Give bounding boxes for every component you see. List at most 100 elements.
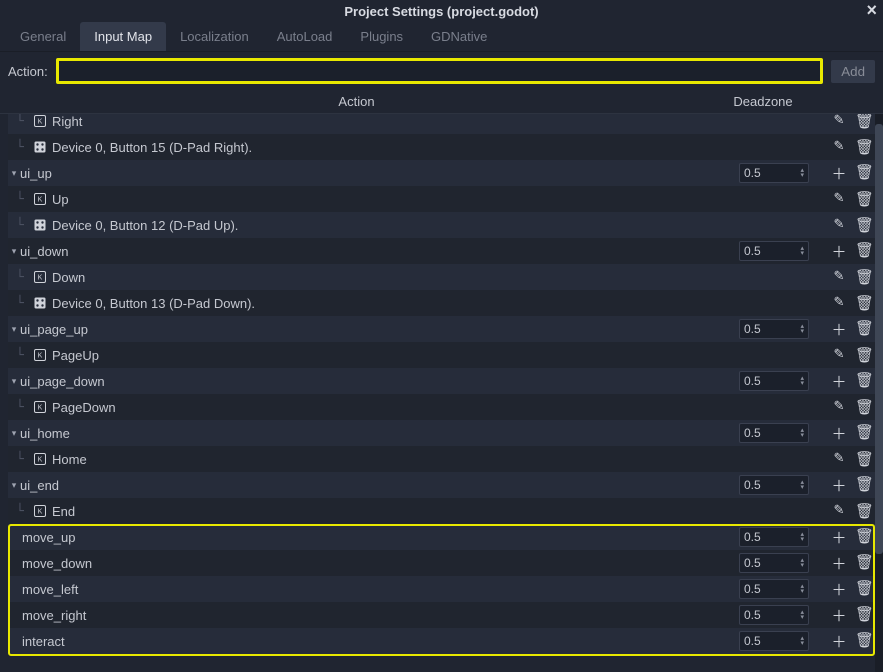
spinner-icon[interactable]: ▴▾ [800,636,804,646]
add-event-icon[interactable]: ＋ [831,371,847,392]
delete-icon[interactable]: 🗑 [855,527,871,548]
collapse-arrow-icon[interactable]: ▾ [8,246,20,257]
event-row-item[interactable]: └KEnd✎🗑 [8,498,875,524]
deadzone-spinbox[interactable]: 0.5▴▾ [739,319,809,339]
delete-icon[interactable]: 🗑 [855,346,871,364]
delete-icon[interactable]: 🗑 [855,579,871,600]
delete-icon[interactable]: 🗑 [855,423,871,444]
event-row-item[interactable]: └Device 0, Button 13 (D-Pad Down).✎🗑 [8,290,875,316]
spinner-icon[interactable]: ▴▾ [800,480,804,490]
tab-gdnative[interactable]: GDNative [417,22,501,51]
delete-icon[interactable]: 🗑 [855,605,871,626]
add-event-icon[interactable]: ＋ [831,605,847,626]
delete-icon[interactable]: 🗑 [855,216,871,234]
edit-icon[interactable]: ✎ [831,138,847,156]
add-event-icon[interactable]: ＋ [831,475,847,496]
action-row-item[interactable]: ▾ui_down0.5▴▾＋🗑 [8,238,875,264]
action-row-item[interactable]: move_left0.5▴▾＋🗑 [8,576,875,602]
spinner-icon[interactable]: ▴▾ [800,376,804,386]
tab-input-map[interactable]: Input Map [80,22,166,51]
delete-icon[interactable]: 🗑 [855,631,871,652]
add-event-icon[interactable]: ＋ [831,631,847,652]
delete-icon[interactable]: 🗑 [855,398,871,416]
spinner-icon[interactable]: ▴▾ [800,532,804,542]
spinner-icon[interactable]: ▴▾ [800,324,804,334]
delete-icon[interactable]: 🗑 [855,163,871,184]
action-row-item[interactable]: ▾ui_page_up0.5▴▾＋🗑 [8,316,875,342]
delete-icon[interactable]: 🗑 [855,138,871,156]
deadzone-spinbox[interactable]: 0.5▴▾ [739,553,809,573]
collapse-arrow-icon[interactable]: ▾ [8,480,20,491]
spinner-icon[interactable]: ▴▾ [800,246,804,256]
event-row-item[interactable]: └KUp✎🗑 [8,186,875,212]
add-button[interactable]: Add [831,60,875,83]
delete-icon[interactable]: 🗑 [855,190,871,208]
deadzone-spinbox[interactable]: 0.5▴▾ [739,527,809,547]
action-row-item[interactable]: ▾ui_end0.5▴▾＋🗑 [8,472,875,498]
event-row-item[interactable]: └Device 0, Button 12 (D-Pad Up).✎🗑 [8,212,875,238]
action-row-item[interactable]: move_up0.5▴▾＋🗑 [8,524,875,550]
deadzone-spinbox[interactable]: 0.5▴▾ [739,631,809,651]
deadzone-spinbox[interactable]: 0.5▴▾ [739,475,809,495]
collapse-arrow-icon[interactable]: ▾ [8,376,20,387]
event-row-item[interactable]: └KRight✎🗑 [8,114,875,134]
deadzone-spinbox[interactable]: 0.5▴▾ [739,423,809,443]
action-row-item[interactable]: interact0.5▴▾＋🗑 [8,628,875,654]
scrollbar-thumb[interactable] [875,124,883,554]
spinner-icon[interactable]: ▴▾ [800,168,804,178]
delete-icon[interactable]: 🗑 [855,294,871,312]
event-row-item[interactable]: └Device 0, Button 15 (D-Pad Right).✎🗑 [8,134,875,160]
edit-icon[interactable]: ✎ [831,216,847,234]
delete-icon[interactable]: 🗑 [855,450,871,468]
delete-icon[interactable]: 🗑 [855,268,871,286]
action-row-item[interactable]: ▾ui_page_down0.5▴▾＋🗑 [8,368,875,394]
action-input[interactable] [59,61,821,81]
event-row-item[interactable]: └KPageUp✎🗑 [8,342,875,368]
scrollbar-track[interactable] [875,114,883,672]
tab-localization[interactable]: Localization [166,22,263,51]
tab-general[interactable]: General [6,22,80,51]
deadzone-spinbox[interactable]: 0.5▴▾ [739,579,809,599]
action-row-item[interactable]: ▾ui_up0.5▴▾＋🗑 [8,160,875,186]
edit-icon[interactable]: ✎ [831,268,847,286]
edit-icon[interactable]: ✎ [831,114,847,130]
delete-icon[interactable]: 🗑 [855,502,871,520]
event-row-item[interactable]: └KHome✎🗑 [8,446,875,472]
event-row-item[interactable]: └KDown✎🗑 [8,264,875,290]
add-event-icon[interactable]: ＋ [831,423,847,444]
action-row-item[interactable]: move_right0.5▴▾＋🗑 [8,602,875,628]
delete-icon[interactable]: 🗑 [855,241,871,262]
add-event-icon[interactable]: ＋ [831,319,847,340]
edit-icon[interactable]: ✎ [831,398,847,416]
collapse-arrow-icon[interactable]: ▾ [8,428,20,439]
close-icon[interactable]: × [866,0,877,21]
deadzone-spinbox[interactable]: 0.5▴▾ [739,605,809,625]
edit-icon[interactable]: ✎ [831,450,847,468]
event-row-item[interactable]: └KPageDown✎🗑 [8,394,875,420]
add-event-icon[interactable]: ＋ [831,527,847,548]
delete-icon[interactable]: 🗑 [855,475,871,496]
spinner-icon[interactable]: ▴▾ [800,584,804,594]
delete-icon[interactable]: 🗑 [855,114,871,130]
collapse-arrow-icon[interactable]: ▾ [8,168,20,179]
spinner-icon[interactable]: ▴▾ [800,610,804,620]
action-row-item[interactable]: move_down0.5▴▾＋🗑 [8,550,875,576]
edit-icon[interactable]: ✎ [831,346,847,364]
tab-autoload[interactable]: AutoLoad [263,22,347,51]
collapse-arrow-icon[interactable]: ▾ [8,324,20,335]
spinner-icon[interactable]: ▴▾ [800,428,804,438]
action-row-item[interactable]: ▾ui_home0.5▴▾＋🗑 [8,420,875,446]
deadzone-spinbox[interactable]: 0.5▴▾ [739,241,809,261]
spinner-icon[interactable]: ▴▾ [800,558,804,568]
deadzone-spinbox[interactable]: 0.5▴▾ [739,163,809,183]
add-event-icon[interactable]: ＋ [831,163,847,184]
deadzone-spinbox[interactable]: 0.5▴▾ [739,371,809,391]
delete-icon[interactable]: 🗑 [855,553,871,574]
add-event-icon[interactable]: ＋ [831,553,847,574]
add-event-icon[interactable]: ＋ [831,241,847,262]
delete-icon[interactable]: 🗑 [855,319,871,340]
tab-plugins[interactable]: Plugins [346,22,417,51]
delete-icon[interactable]: 🗑 [855,371,871,392]
edit-icon[interactable]: ✎ [831,190,847,208]
edit-icon[interactable]: ✎ [831,294,847,312]
